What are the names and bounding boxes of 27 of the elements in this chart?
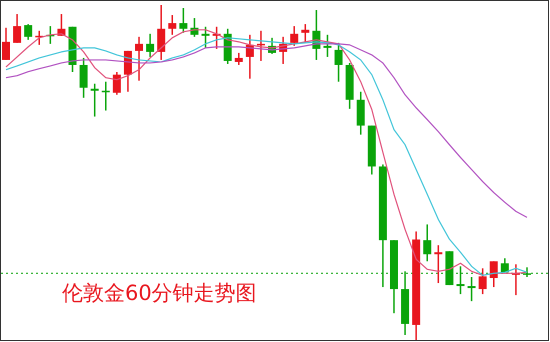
- candlestick: [135, 36, 144, 82]
- candlestick: [500, 258, 509, 274]
- candlestick: [179, 7, 188, 34]
- candlestick: [2, 27, 10, 61]
- candlestick: [234, 52, 243, 66]
- candlestick: [478, 268, 487, 295]
- candlestick: [456, 266, 464, 295]
- candlestick: [423, 224, 432, 262]
- candlestick: [301, 23, 310, 44]
- candlestick: [13, 13, 22, 44]
- candlestick: [146, 33, 154, 58]
- candlestick: [90, 82, 99, 118]
- candlestick: [112, 71, 121, 96]
- text: 伦敦金60分钟走势图: [62, 281, 257, 305]
- candlestick: [202, 26, 210, 49]
- candlestick: [523, 266, 531, 278]
- candlestick: [468, 276, 476, 302]
- candlestick: [168, 14, 176, 36]
- candlestick: [256, 30, 265, 62]
- candlestick: [434, 244, 442, 284]
- candlestick: [290, 25, 298, 47]
- candlestick: [24, 23, 32, 41]
- candlestick: [102, 80, 110, 112]
- candlestick: [157, 4, 166, 61]
- candlestick: [334, 42, 343, 82]
- candlestick: [323, 34, 332, 58]
- candlestick: [80, 57, 88, 99]
